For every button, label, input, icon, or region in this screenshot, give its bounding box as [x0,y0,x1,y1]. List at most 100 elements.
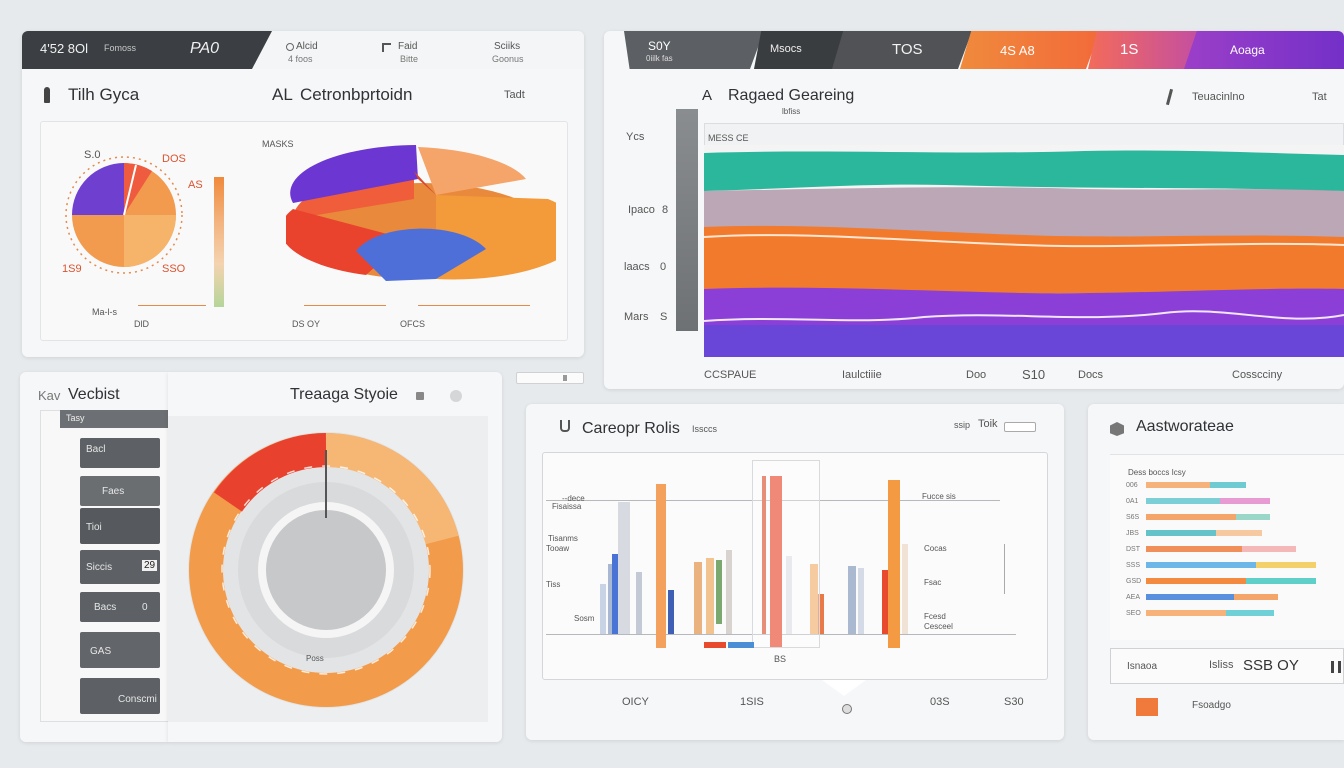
bar-x-3: S30 [1004,696,1024,708]
bar-x-2: 03S [930,696,950,708]
header-value: PA0 [190,40,220,57]
hbar-row-segment [1146,610,1226,616]
bar-x-1: 1SIS [740,696,764,708]
area-orange [704,225,1344,294]
bar-right-value[interactable]: Toik [978,418,998,430]
tile-4[interactable]: Bacs 0 [80,592,160,622]
header-item2[interactable]: Alcid [296,41,318,52]
area-teal [704,150,1344,191]
hbar-row-segment [1236,514,1270,520]
area-inner-label: MESS CE [708,133,749,143]
bar-slider-knob[interactable] [842,704,852,714]
bar-legend-l2: Tisanms [548,534,578,543]
bar-legend-r3: Fcesd [924,612,946,621]
donut-3d-chart [286,145,556,281]
circle-icon[interactable] [450,390,462,402]
tile-header: Tasy [60,410,168,428]
area-y-value-3: S [660,311,668,323]
gauge-center-label: Poss [306,654,324,663]
area-y-value-1: 8 [662,204,669,216]
header-item4-sub: Goonus [492,54,524,64]
tile-6[interactable]: Conscmi [80,678,160,714]
tab-2[interactable]: TOS [832,31,972,69]
pie-foot-4: OFCS [400,319,426,329]
hbar-rows: 006 0A1 S6S JBS DST SSS GSD AEA SEO [1126,482,1344,632]
hbar-panel: Aastworateae Dess boccs Icsy 006 0A1 S6S JB… [1088,404,1344,740]
area-right-1[interactable]: Teuacinlno [1192,91,1245,103]
tab-1[interactable]: Msocs [754,31,844,69]
label-masks: MASKS [262,139,294,149]
bar-toggle[interactable] [1004,422,1036,432]
area-y-label-1: Ipaco [628,204,655,216]
tile-0[interactable]: Bacl [80,438,160,468]
area-y-label-0: Ycs [626,131,645,143]
tab-3[interactable]: 4S A8 [960,31,1100,69]
mini-scrollbar[interactable] [516,372,584,384]
area-chart-panel: S0Y 0iilk fas Msocs TOS 4S A8 1S Aoaga A… [604,31,1344,389]
hbar-row-label: 006 [1126,482,1138,489]
hbar-row-segment [1146,514,1236,520]
pencil-icon[interactable] [1165,88,1174,106]
pie-rule-1 [138,305,206,306]
small-pie-chart [65,156,183,274]
header-item4[interactable]: Sciiks [494,41,521,52]
bar-chart-panel: Careopr Rolis Issccs ssip Toik BS --dece… [526,404,1064,740]
header-item3[interactable]: Faid [398,41,418,52]
tab-4[interactable]: 1S [1088,31,1198,69]
color-scale-bar [214,177,224,307]
hbar-row-label: 0A1 [1126,498,1139,505]
hbar-row-segment [1216,530,1262,536]
hbar-row-label: DST [1126,546,1140,553]
pie-slice-purple [72,163,124,215]
hbar-row-label: SEO [1126,610,1141,617]
tab-5[interactable]: Aoaga [1184,31,1344,69]
bar-legend-r0: Fucce sis [922,492,956,501]
header-item3-sub: Bitte [400,54,419,64]
tile-panel-title-prefix: Kav [38,388,61,403]
gauge-title: Treaaga Styoie [290,386,398,403]
hbar-row-segment [1146,530,1216,536]
pie-subtitle-center: Cetronbprtoidn [300,85,413,104]
pin-icon [44,87,50,103]
hbar-row-segment [1146,578,1246,584]
tile-3[interactable]: Siccis 29 [80,550,160,584]
bar-legend-l5: Sosm [574,614,595,623]
tile-3-label: Siccis [86,562,113,573]
mini-scrollbar-thumb[interactable] [563,375,567,381]
bar-legend-l3: Tooaw [546,544,570,553]
stacked-area-chart [704,145,1344,357]
tile-5-label: GAS [90,646,112,657]
pie-subtitle-prefix: AL [272,85,293,104]
hbar-footer: Isnaoa Isliss SSB OY [1110,648,1344,684]
bar-legend-r4: Cesceel [924,622,953,631]
tab-0[interactable]: S0Y 0iilk fas [624,31,764,69]
gauge-red-arc [213,433,327,513]
tab-5-label: Aoaga [1230,43,1265,57]
bar-highlight-band [752,460,820,648]
bar-axis-ticks [1004,544,1026,594]
hbar-row-segment [1210,482,1246,488]
sound-icon[interactable] [416,392,424,400]
area-right-2[interactable]: Tat [1312,91,1327,103]
bar-legend-chip-red [704,642,726,648]
hbar-footer-mid: Isliss [1209,659,1234,671]
hammer-icon [382,43,391,52]
tile-list-panel: Kav Vecbist Tasy Bacl Faes Tioi Siccis 2… [20,372,168,742]
tab-0-label: S0Y [648,39,671,53]
tile-5[interactable]: GAS [80,632,160,668]
tile-2[interactable]: Tioi [80,508,160,544]
tile-1[interactable]: Faes [80,476,160,506]
grouped-bar-chart [600,476,908,648]
hbar-row-segment [1146,546,1242,552]
tile-3-value: 29 [142,560,158,571]
pie-label-r: AS [188,179,203,191]
hbar-row-label: GSD [1126,578,1142,585]
tab-2-label: TOS [892,41,923,58]
header-dark-tab[interactable]: 4'52 8Ol Fomoss PA0 [22,31,272,69]
hbar-row-segment [1242,546,1296,552]
area-tab-strip: S0Y 0iilk fas Msocs TOS 4S A8 1S Aoaga [604,31,1344,69]
area-y-value-2: 0 [660,261,667,273]
bar-chart-icon[interactable] [1331,661,1341,673]
bar-title: Careopr Rolis [582,420,680,437]
hbar-footer-label: Isnaoa [1127,661,1158,672]
